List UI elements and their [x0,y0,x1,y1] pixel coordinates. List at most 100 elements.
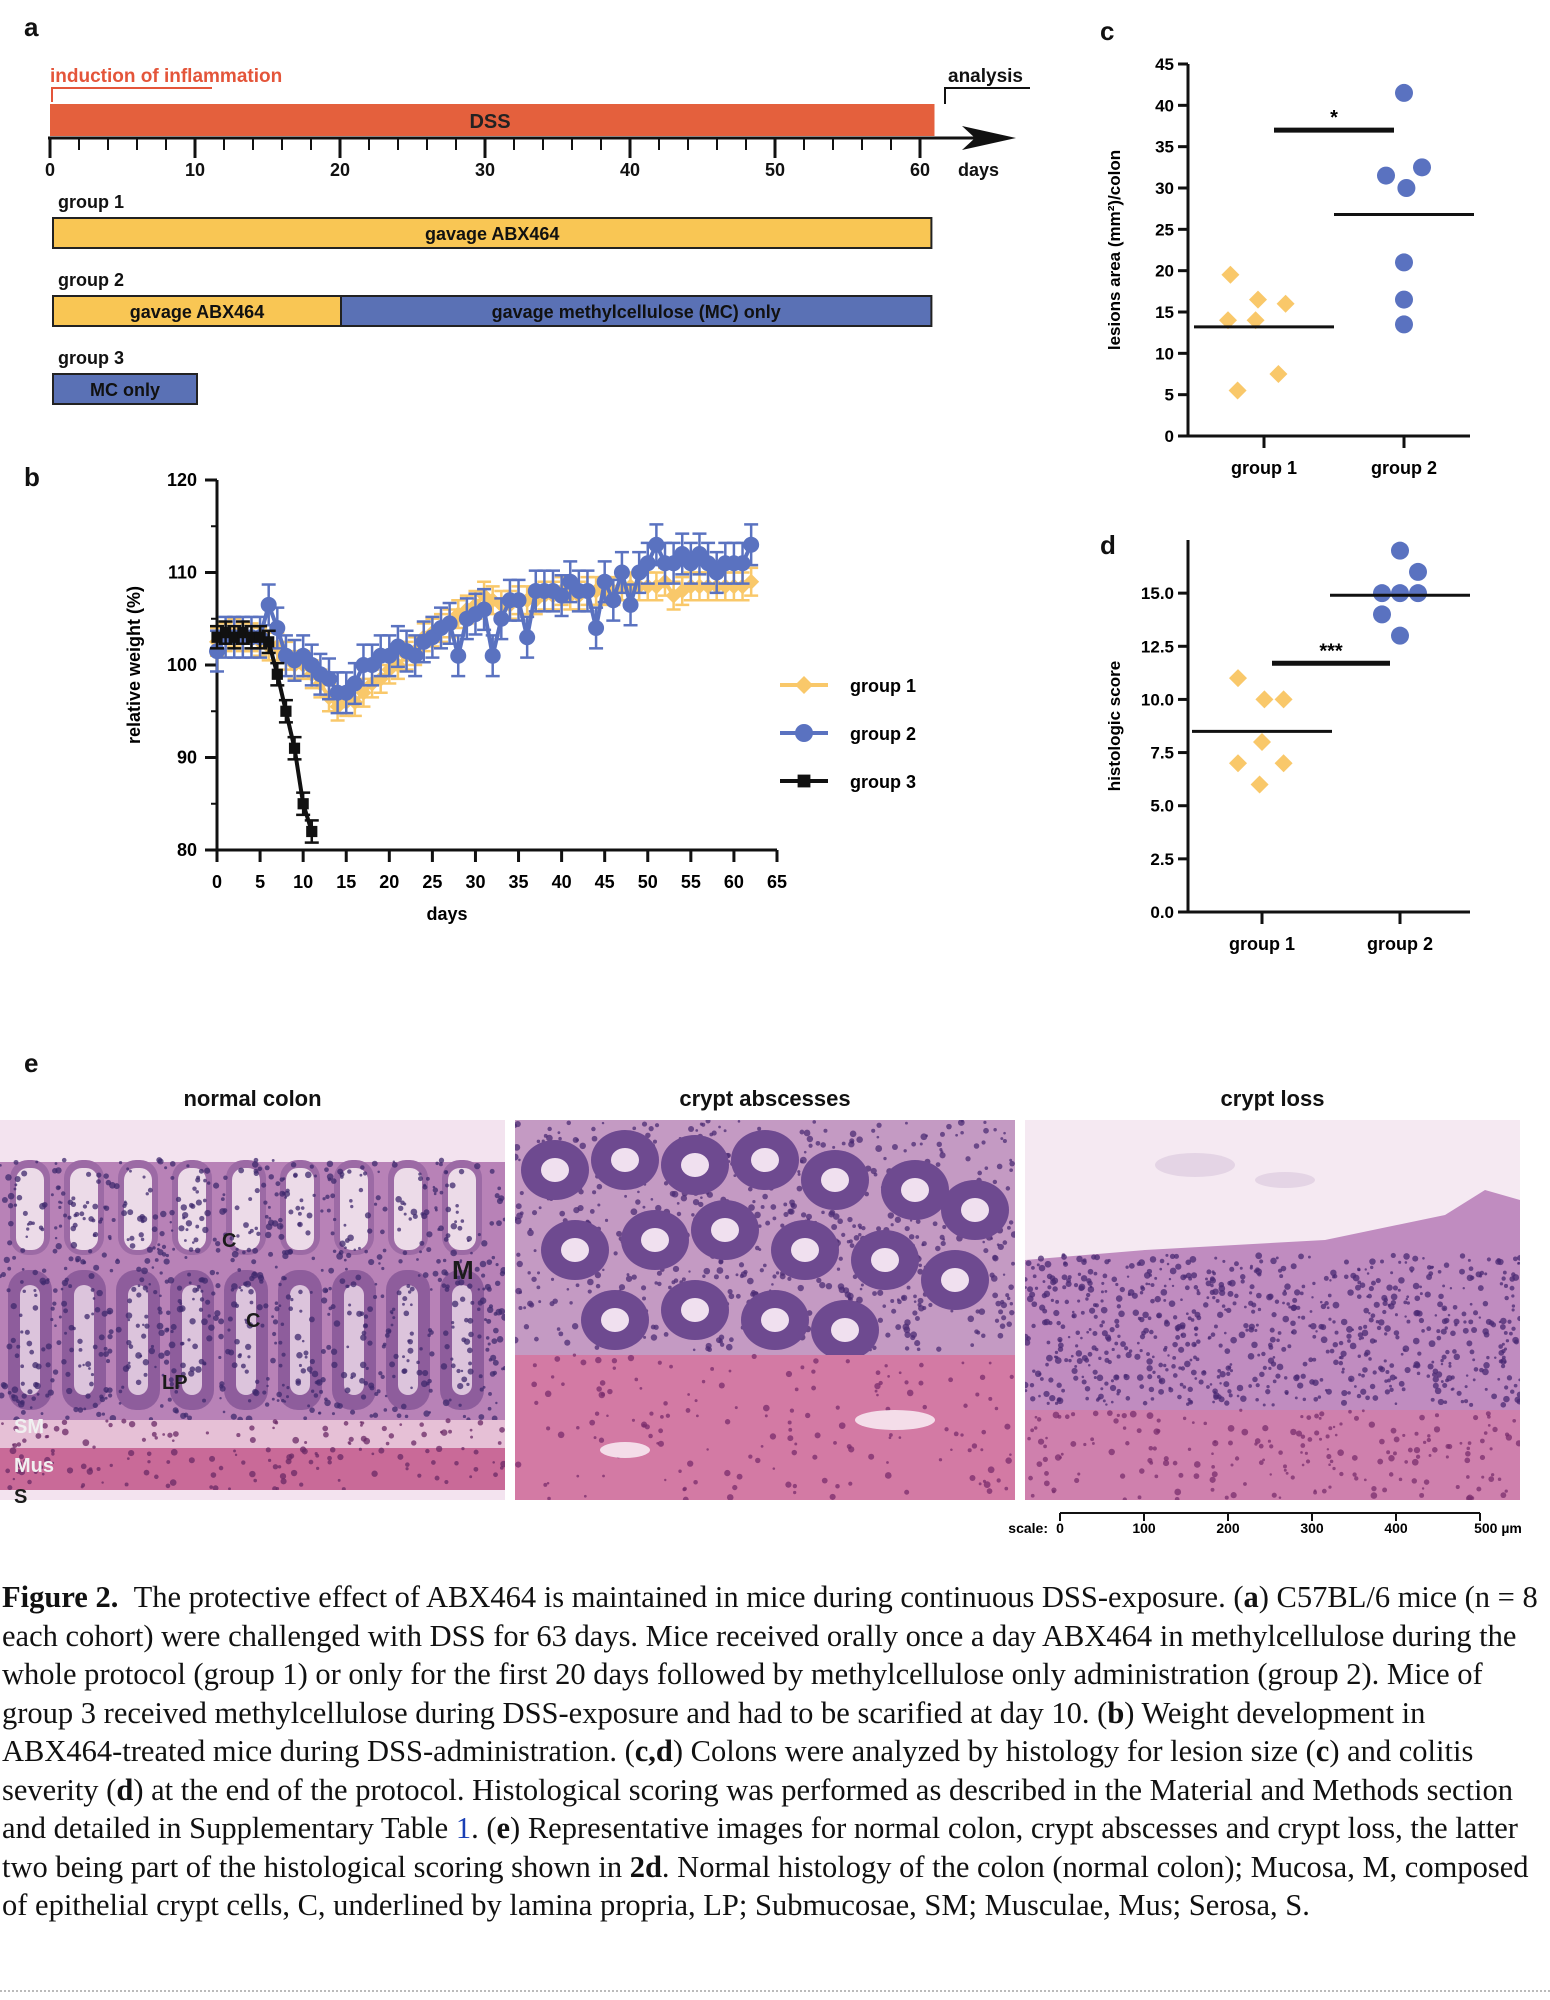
nucleus [304,1351,309,1356]
table-1-link[interactable]: 1 [456,1811,471,1845]
nucleus [797,1186,803,1192]
nucleus [912,1310,917,1315]
nucleus [482,1287,485,1290]
nucleus [1147,1412,1154,1419]
nucleus [187,1338,190,1341]
nucleus [148,1188,153,1193]
nucleus [1152,1371,1155,1374]
nucleus [1504,1296,1508,1300]
nucleus [26,1227,29,1230]
nucleus [1306,1459,1310,1463]
nucleus [391,1324,394,1327]
nucleus [1062,1253,1066,1257]
nucleus [31,1221,35,1225]
treatment-label: gavage ABX464 [425,224,559,244]
nucleus [309,1317,315,1323]
nucleus [1513,1256,1518,1261]
data-point [493,611,509,627]
nucleus [1196,1339,1201,1344]
nucleus [1042,1309,1047,1314]
nucleus [885,1472,892,1479]
nucleus [1360,1389,1366,1395]
nucleus [830,1494,836,1500]
nucleus [426,1177,430,1181]
nucleus [171,1449,178,1456]
nucleus [389,1361,395,1367]
nucleus [360,1334,366,1340]
nucleus [983,1248,988,1253]
nucleus [997,1478,1001,1482]
nucleus [493,1472,498,1477]
nucleus [800,1160,803,1163]
goblet-cells [340,1168,368,1250]
nucleus [286,1458,292,1464]
y-axis-title: relative weight (%) [124,586,144,744]
nucleus [23,1211,28,1216]
nucleus [1006,1321,1012,1327]
legend-label: group 2 [850,724,916,744]
nucleus [380,1230,385,1235]
nucleus [719,1382,725,1388]
nucleus [360,1424,363,1427]
nucleus [454,1461,458,1465]
data-point [579,583,595,599]
nucleus [45,1435,48,1438]
nucleus [1483,1362,1489,1368]
nucleus [218,1318,224,1324]
nucleus [1429,1340,1436,1347]
nucleus [464,1318,469,1323]
nucleus [21,1382,25,1386]
nucleus [765,1414,768,1417]
nucleus [1229,1267,1234,1272]
nucleus [189,1281,192,1284]
nucleus [17,1195,23,1201]
nucleus [1011,1262,1015,1266]
nucleus [1206,1296,1209,1299]
nucleus [331,1231,335,1235]
nucleus [1164,1321,1170,1327]
nucleus [14,1188,17,1191]
nucleus [27,1389,32,1394]
nucleus [710,1367,714,1371]
histo-label-s: S [14,1486,27,1509]
nucleus [921,1243,924,1246]
nucleus [324,1167,329,1172]
nucleus [736,1294,741,1299]
nucleus [669,1365,673,1369]
nucleus [1239,1409,1242,1412]
nucleus [64,1278,68,1282]
nucleus [1096,1398,1100,1402]
nucleus [141,1267,148,1274]
nucleus [1173,1461,1178,1466]
nucleus [102,1413,105,1416]
nucleus [328,1460,332,1464]
nucleus [97,1467,101,1471]
nucleus [1457,1391,1462,1396]
nucleus [124,1201,127,1204]
nucleus [34,1294,37,1297]
nucleus [962,1361,965,1364]
nucleus [1077,1472,1080,1475]
nucleus [1405,1261,1408,1264]
nucleus [688,1126,694,1132]
nucleus [393,1354,398,1359]
nucleus [533,1363,537,1367]
nucleus [965,1156,970,1161]
nucleus [1314,1489,1317,1492]
nucleus [1279,1496,1282,1499]
nucleus [1333,1360,1339,1366]
nucleus [170,1161,176,1167]
nucleus [885,1332,890,1337]
nucleus [364,1324,368,1328]
nucleus [1027,1286,1033,1292]
nucleus [289,1453,294,1458]
histo-label-c2: C [246,1310,260,1333]
nucleus [157,1323,164,1330]
nucleus [1214,1324,1218,1328]
nucleus [419,1347,422,1350]
nucleus [1394,1437,1400,1443]
nucleus [302,1340,305,1343]
nucleus [1325,1389,1328,1392]
nucleus [190,1204,195,1209]
nucleus [10,1447,17,1454]
